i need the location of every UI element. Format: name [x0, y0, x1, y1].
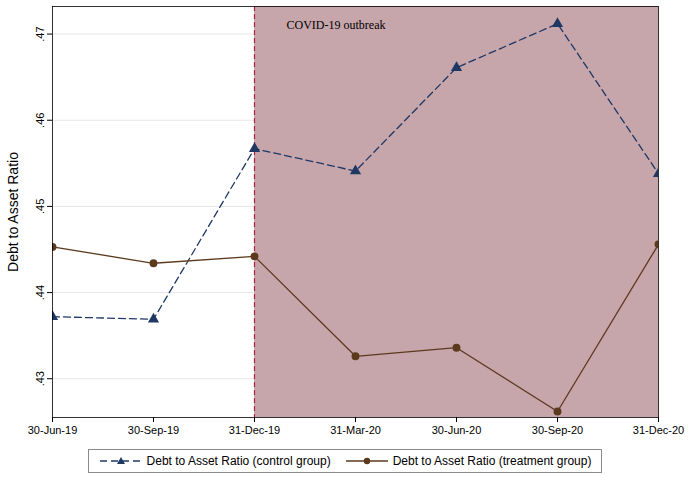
svg-text:31-Mar-20: 31-Mar-20: [330, 424, 381, 436]
html-text:Debt to Asset Ratio (treatment: Debt to Asset Ratio (treatment group): [392, 454, 592, 468]
svg-text:.43: .43: [34, 371, 46, 386]
svg-text:31-Dec-19: 31-Dec-19: [229, 424, 280, 436]
svg-text:30-Sep-19: 30-Sep-19: [128, 424, 179, 436]
html-text:Debt to Asset Ratio (control g: Debt to Asset Ratio (control group): [146, 454, 331, 468]
svg-text:31-Dec-20: 31-Dec-20: [633, 424, 684, 436]
svg-text:.44: .44: [34, 285, 46, 300]
svg-text:.47: .47: [34, 26, 46, 41]
svg-text:.45: .45: [34, 199, 46, 214]
svg-text:30-Jun-20: 30-Jun-20: [432, 424, 482, 436]
svg-text:30-Jun-19: 30-Jun-19: [28, 424, 78, 436]
svg-text:Debt to Asset Ratio: Debt to Asset Ratio: [5, 152, 21, 272]
svg-text:COVID-19 outbreak: COVID-19 outbreak: [287, 18, 386, 32]
svg-text:.46: .46: [34, 113, 46, 128]
svg-text:30-Sep-20: 30-Sep-20: [532, 424, 583, 436]
